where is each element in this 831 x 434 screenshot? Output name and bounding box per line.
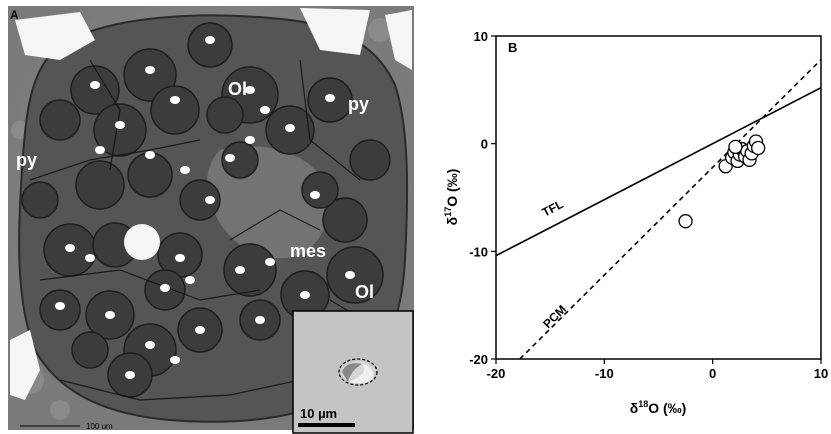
panel-b-letter: B <box>508 40 517 55</box>
panel-a-letter: A <box>10 8 19 22</box>
data-point <box>678 214 693 229</box>
inset-spot-image: 10 µm <box>292 310 414 434</box>
plot-frame <box>495 35 822 360</box>
label-ol-top: Ol <box>228 79 247 99</box>
line-label-pcm: PCM <box>540 302 569 331</box>
label-mes: mes <box>290 241 326 261</box>
inset-scale-label: 10 µm <box>300 406 337 421</box>
y-axis-label: δ17O (‰) <box>443 169 460 226</box>
x-tick-label: -20 <box>487 366 506 381</box>
label-ol-bottom: Ol <box>355 282 374 302</box>
x-tick-label: 0 <box>709 366 716 381</box>
x-axis-label: δ18O (‰) <box>630 399 687 416</box>
label-py-right: py <box>348 94 369 114</box>
line-pcm <box>519 59 822 360</box>
bright-voids <box>10 8 412 400</box>
panel-b-chart: B -20 -10 0 10 -20 -10 0 10 TFL PCM δ18O (‰) δ1… <box>443 29 828 416</box>
y-tick-label: 0 <box>481 137 488 152</box>
x-tick-label: -10 <box>595 366 614 381</box>
x-tick-label: 10 <box>814 366 828 381</box>
label-py-left: py <box>16 150 37 170</box>
y-tick-label: 10 <box>474 29 488 44</box>
sims-spots <box>55 36 355 379</box>
y-tick-label: -10 <box>469 244 488 259</box>
line-label-tfl: TFL <box>540 197 566 220</box>
line-tfl <box>495 86 822 257</box>
data-point <box>728 139 743 155</box>
y-tick-label: -20 <box>469 352 488 367</box>
analysis-pit-outline <box>338 358 378 386</box>
data-point <box>751 140 766 156</box>
scale-bar-label: 100 um <box>86 422 113 431</box>
